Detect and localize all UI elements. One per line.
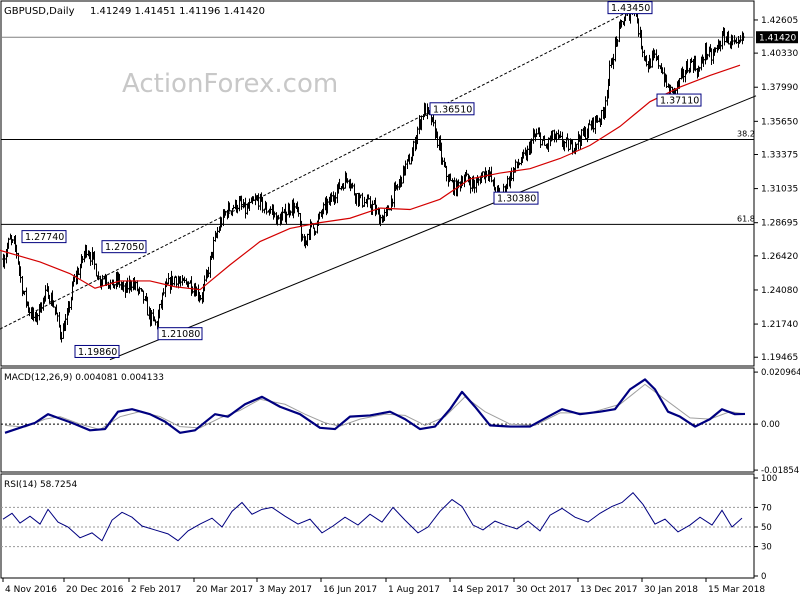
ohlc-readout: 1.41249 1.41451 1.41196 1.41420	[90, 6, 265, 17]
y-tick-label: 1.28695	[761, 219, 798, 229]
macd-signal-line	[4, 383, 746, 431]
macd-panel: 0.020964 0.00 -0.01854	[1, 368, 800, 476]
macd-y-tick-label: 0.00	[761, 420, 780, 430]
x-tick-label: 30 Oct 2017	[516, 585, 572, 595]
y-tick-label: 1.19465	[761, 353, 798, 363]
last-price-label: 1.41420	[759, 34, 796, 44]
macd-panel-frame	[0, 367, 755, 473]
y-tick-label: 1.33375	[761, 150, 798, 160]
rsi-y-tick-label: 30	[761, 543, 772, 553]
x-tick-label: 20 Dec 2016	[66, 585, 124, 595]
watermark: ActionForex.com	[122, 69, 338, 99]
price-label-box	[607, 1, 653, 15]
price-label-box	[656, 93, 702, 107]
fib-38.2-label: 38.2	[737, 130, 755, 139]
x-tick-label: 4 Nov 2016	[5, 585, 57, 595]
y-tick-label: 1.40330	[761, 49, 798, 59]
x-tick-label: 30 Jan 2018	[644, 585, 698, 595]
x-axis: 4 Nov 2016 20 Dec 2016 2 Feb 2017 20 Mar 20…	[2, 578, 765, 595]
last-price-marker	[756, 31, 798, 44]
y-tick-label: 1.35650	[761, 117, 798, 127]
rsi-y-tick-label: 0	[761, 572, 766, 582]
price-label: 1.21080	[161, 329, 200, 340]
macd-y-tick-label: -0.01854	[761, 466, 799, 476]
price-label-box	[493, 191, 539, 205]
y-tick-label: 1.26420	[761, 252, 798, 262]
y-tick-label: 1.37990	[761, 83, 798, 93]
price-label: 1.30380	[497, 194, 536, 205]
rsi-title: RSI(14) 58.7254	[4, 480, 77, 490]
y-tick-label: 1.31035	[761, 185, 798, 195]
macd-title: MACD(12,26,9) 0.004081 0.004133	[4, 373, 164, 383]
channel-lower-trendline	[109, 95, 757, 361]
y-tick-label: 1.42605	[761, 16, 798, 26]
moving-average-line	[0, 64, 741, 291]
price-label: 1.19860	[78, 347, 117, 358]
price-label: 1.43450	[611, 3, 650, 14]
price-label: 1.36510	[433, 104, 472, 115]
channel-upper-trendline	[0, 7, 637, 330]
price-label-box	[157, 327, 203, 341]
price-label-box	[74, 344, 120, 358]
price-label-box	[429, 102, 475, 116]
x-tick-label: 15 Mar 2018	[708, 585, 765, 595]
x-tick-label: 14 Sep 2017	[452, 585, 509, 595]
fib-61.8-label: 61.8	[737, 214, 755, 223]
y-tick-label: 1.21740	[761, 320, 798, 330]
rsi-panel-frame	[0, 473, 755, 579]
price-label: 1.37110	[660, 96, 699, 107]
x-tick-label: 20 Mar 2017	[196, 585, 253, 595]
x-tick-label: 1 Aug 2017	[388, 585, 440, 595]
rsi-y-tick-label: 50	[761, 523, 772, 533]
rsi-line	[2, 491, 743, 542]
price-label-box	[101, 240, 147, 254]
x-tick-label: 16 Jun 2017	[323, 585, 377, 595]
y-tick-label: 1.24080	[761, 286, 798, 296]
x-tick-label: 3 May 2017	[259, 585, 312, 595]
x-tick-label: 13 Dec 2017	[580, 585, 638, 595]
macd-line	[4, 378, 746, 434]
price-panel-frame	[0, 0, 755, 367]
chart-title: GBPUSD,Daily	[4, 6, 75, 17]
rsi-y-tick-label: 100	[761, 474, 777, 484]
rsi-y-tick-label: 70	[761, 503, 772, 513]
price-panel: 1.42605 1.40330 1.37990 1.35650 1.33375 1.310…	[0, 1, 798, 363]
price-label-box	[21, 230, 67, 244]
price-label: 1.27740	[25, 232, 64, 243]
macd-y-tick-label: 0.020964	[761, 368, 800, 378]
price-label: 1.27050	[105, 242, 144, 253]
x-tick-label: 2 Feb 2017	[131, 585, 181, 595]
rsi-panel: 100 70 50 30 0	[1, 474, 777, 582]
price-bars	[2, 5, 745, 343]
